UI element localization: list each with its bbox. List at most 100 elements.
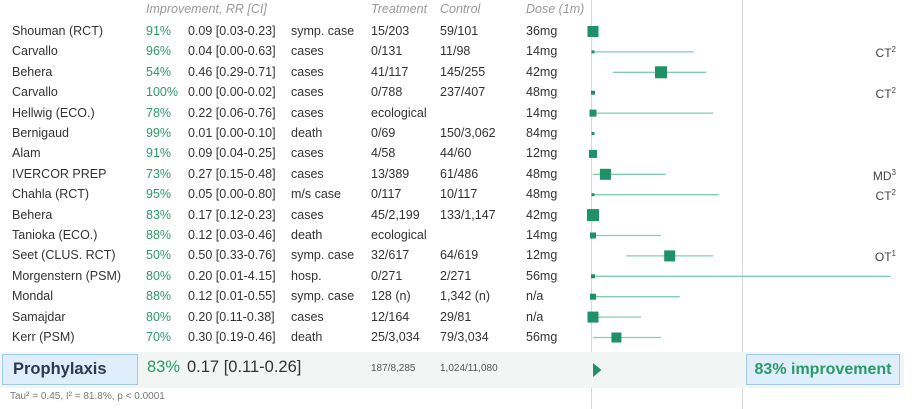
study-row: Behera 83% 0.17 [0.12-0.23] cases 45/2,199 13… [0,205,590,225]
study-improvement: 83% [146,207,172,222]
study-name: Seet (CLUS. RCT) [12,248,116,263]
study-rr: 0.20 [0.01-4.15] [188,268,276,283]
summary-diamond [593,363,602,377]
effect-marker [591,274,595,279]
study-note-text: OT [874,250,892,265]
study-improvement: 78% [146,105,172,120]
study-improvement: 70% [146,330,172,344]
study-control: 11/98 [440,44,471,59]
study-rr: 0.09 [0.03-0.23] [188,24,276,38]
study-rr: 0.12 [0.01-0.55] [188,289,276,304]
study-note-text: MD [872,168,892,183]
study-dose: 36mg [526,24,558,38]
study-treatment: 0/117 [371,187,402,202]
study-note-text: CT [875,46,892,61]
study-note-sup: 1 [891,249,896,259]
study-rr: 0.04 [0.00-0.63] [188,44,276,59]
effect-marker [590,232,596,239]
summary-result: 83% improvement [746,354,900,385]
study-row: Shouman (RCT) 91% 0.09 [0.03-0.23] symp. ca… [0,21,590,41]
study-control: 237/407 [440,85,486,100]
study-control: 29/81 [440,309,472,324]
study-improvement: 88% [146,228,172,242]
study-control: 150/3,062 [440,126,496,140]
study-dose: 12mg [526,248,558,263]
study-improvement: 80% [146,309,172,324]
summary-title: Prophylaxis [2,354,138,385]
study-note-text: CT [875,189,892,204]
study-dose: 14mg [526,44,558,59]
effect-marker [587,26,599,37]
study-treatment: 4/58 [371,146,396,161]
summary-improvement: 83% [147,358,181,376]
study-control: 79/3,034 [440,330,489,344]
study-treatment: 25/3,034 [371,330,420,344]
effect-marker [590,293,596,300]
summary-control: 1,024/11,080 [440,363,498,374]
study-treatment: 41/117 [371,64,409,79]
study-outcome: symp. case [291,248,355,263]
effect-marker [587,209,599,222]
study-note: OT1 [875,249,896,264]
study-name: Morgenstern (PSM) [12,268,122,283]
study-control: 10/117 [440,187,478,202]
study-treatment: 0/69 [371,126,396,140]
study-row: Kerr (PSM) 70% 0.30 [0.19-0.46] death 25/3,0… [0,327,590,347]
effect-marker [591,193,595,197]
study-dose: 56mg [526,268,558,283]
study-improvement: 50% [146,248,172,263]
study-improvement: 91% [146,24,172,38]
study-control: 59/101 [440,24,479,38]
study-rr: 0.20 [0.11-0.38] [188,309,275,324]
study-dose: 42mg [526,207,558,222]
study-rr: 0.22 [0.06-0.76] [188,105,276,120]
study-control: 2/271 [440,268,472,283]
effect-marker [611,332,622,343]
study-improvement: 88% [146,289,172,304]
effect-marker [591,50,595,54]
study-name: Shouman (RCT) [12,24,103,38]
study-rr: 0.00 [0.00-0.02] [188,85,276,100]
study-treatment: 13/389 [371,166,410,181]
study-row: Carvallo 96% 0.04 [0.00-0.63] cases 0/131 11/… [0,41,590,61]
study-control: 44/60 [440,146,472,161]
effect-marker [591,132,595,135]
study-note-text: CT [875,87,892,102]
study-note-sup: 2 [891,188,896,198]
effect-marker [587,311,599,323]
study-row: Alam 91% 0.09 [0.04-0.25] cases 4/58 44/60 12m… [0,143,590,163]
study-row: Mondal 88% 0.12 [0.01-0.55] symp. case 128 (… [0,286,590,306]
study-treatment: ecological [371,105,427,120]
study-outcome: cases [291,146,324,161]
study-dose: 48mg [526,166,558,181]
study-outcome: cases [291,207,324,222]
effect-marker [664,250,676,262]
study-control: 64/619 [440,248,479,263]
study-outcome: cases [291,44,324,59]
study-note: CT2 [876,86,896,101]
study-improvement: 100% [146,85,178,100]
study-row: Bernigaud 99% 0.01 [0.00-0.10] death 0/69 150… [0,123,590,143]
study-name: Kerr (PSM) [12,330,75,344]
no-effect-line [742,0,743,409]
study-name: Carvallo [12,85,58,100]
study-improvement: 80% [146,268,172,283]
plot-left-border [591,0,592,409]
study-control: 145/255 [440,64,486,79]
study-outcome: cases [291,166,324,181]
study-name: Chahla (RCT) [12,187,90,202]
effect-marker [599,168,611,180]
study-note: CT2 [876,45,896,60]
study-outcome: symp. case [291,289,355,304]
study-row: Hellwig (ECO.) 78% 0.22 [0.06-0.76] cases ec… [0,103,590,123]
study-name: Behera [12,64,53,79]
study-name: Tanioka (ECO.) [12,228,98,242]
study-outcome: cases [291,85,324,100]
study-improvement: 91% [146,146,172,161]
study-outcome: symp. case [291,24,355,38]
study-name: Mondal [12,289,53,304]
effect-marker [589,149,597,158]
study-treatment: 128 (n) [371,289,411,304]
study-treatment: 0/788 [371,85,403,100]
